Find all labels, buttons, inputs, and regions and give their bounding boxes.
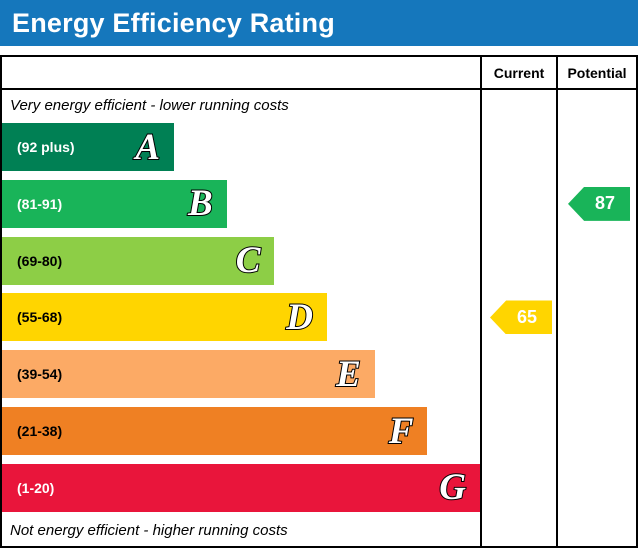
band-bar-f: (21-38) F [2,407,428,456]
potential-column: 87 [556,90,636,546]
current-column-header: Current [480,57,556,90]
band-range-label: (55-68) [17,309,63,326]
potential-column-header: Potential [556,57,636,90]
band-letter: G [438,467,467,509]
band-letter: D [285,296,314,338]
bands-container: (92 plus) A (81-91) B (69-80) C (55-68) D (39-54… [2,121,480,515]
band-letter: B [187,183,214,225]
band-bar-g: (1-20) G [2,463,480,512]
chart-title-bar: Energy Efficiency Rating [0,0,638,46]
current-rating-arrow: 65 [490,300,552,335]
band-g: (1-20) G [2,463,480,512]
band-d: (55-68) D [2,293,480,342]
band-bar-b: (81-91) B [2,179,227,228]
chart-title: Energy Efficiency Rating [12,7,335,38]
band-b: (81-91) B [2,179,480,228]
band-a: (92 plus) A [2,123,480,171]
band-range-label: (69-80) [17,252,63,269]
potential-rating-arrow: 87 [568,186,630,221]
current-rating-value: 65 [516,306,538,327]
energy-efficiency-rating-table: Current Potential Very energy efficient … [0,55,638,548]
band-bar-e: (39-54) E [2,350,375,399]
band-range-label: (39-54) [17,366,63,383]
table-header-empty-cell [2,57,480,90]
band-e: (39-54) E [2,350,480,399]
band-f: (21-38) F [2,407,480,456]
band-bar-d: (55-68) D [2,293,328,342]
bottom-note: Not energy efficient - higher running co… [10,522,288,539]
band-bar-c: (69-80) C [2,236,275,285]
top-note: Very energy efficient - lower running co… [10,97,289,114]
band-range-label: (21-38) [17,423,63,440]
current-column: 65 [480,90,556,546]
bands-column: Very energy efficient - lower running co… [2,90,480,546]
band-letter: C [235,240,262,282]
band-range-label: (81-91) [17,195,63,212]
band-letter: F [388,410,415,452]
band-letter: E [335,353,362,395]
potential-rating-value: 87 [594,193,616,214]
band-letter: A [134,126,161,168]
band-range-label: (1-20) [17,479,55,496]
band-c: (69-80) C [2,236,480,285]
band-bar-a: (92 plus) A [2,123,175,171]
band-range-label: (92 plus) [17,139,75,155]
